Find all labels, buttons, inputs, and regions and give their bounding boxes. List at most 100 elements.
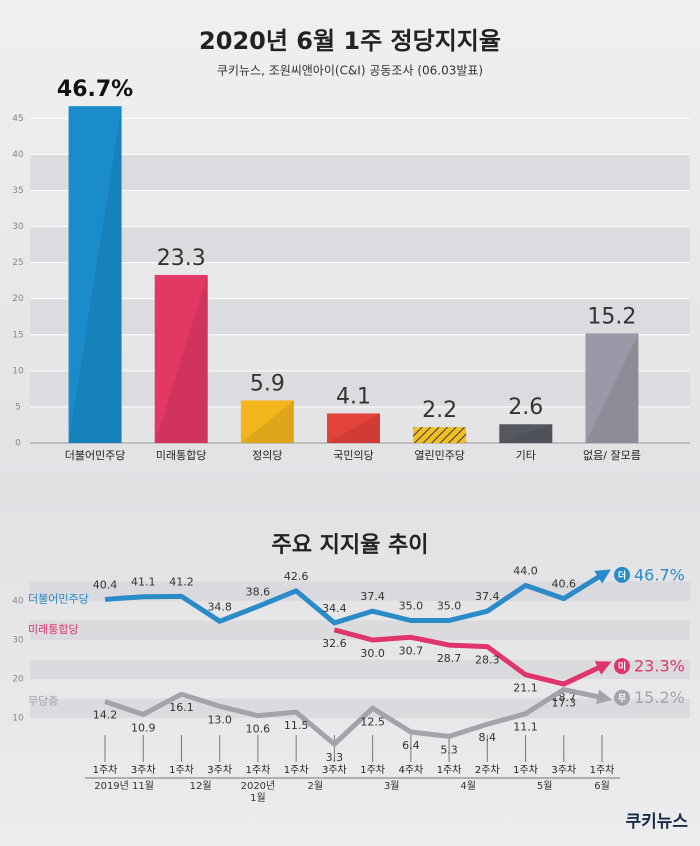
- grid-band: [30, 298, 690, 335]
- value-label: 5.3: [440, 743, 458, 756]
- line: [333, 627, 612, 687]
- value-label: 3.3: [326, 751, 344, 764]
- value-label: 10.9: [131, 721, 156, 734]
- x-tick-label: 기타: [516, 449, 536, 462]
- value-label: 13.0: [207, 713, 232, 726]
- x-tick-label: 2주차: [475, 764, 500, 776]
- value-label: 23.3: [157, 246, 206, 271]
- value-label: 41.2: [169, 575, 194, 588]
- y-tick-label: 30: [12, 222, 24, 232]
- bar-shade: [240, 400, 294, 443]
- y-tick-label: 25: [12, 258, 23, 268]
- x-tick-label: 1주차: [246, 764, 271, 776]
- y-tick-label: 5: [15, 402, 21, 412]
- chart-title: 주요 지지율 추이: [272, 533, 429, 558]
- value-label: 40.4: [93, 578, 118, 591]
- value-label: 34.4: [322, 602, 347, 615]
- x-tick-label: 열린민주당: [414, 449, 465, 462]
- x-tick-label: 국민의당: [333, 449, 373, 462]
- bar-shade: [154, 274, 208, 443]
- y-tick-label: 45: [12, 114, 23, 124]
- y-tick-label: 20: [12, 294, 24, 304]
- value-label: 16.1: [169, 701, 194, 714]
- bar-shade: [327, 413, 380, 443]
- value-label: 35.0: [437, 600, 462, 613]
- bar: [68, 106, 122, 444]
- value-label: 41.1: [131, 576, 156, 589]
- value-label: 30.0: [360, 647, 385, 660]
- value-label: 46.7%: [57, 77, 133, 102]
- bar: [327, 413, 380, 443]
- badge: [614, 658, 630, 675]
- x-tick-label: 3주차: [131, 764, 156, 776]
- value-label: 28.3: [475, 654, 500, 667]
- value-label: 14.2: [93, 709, 118, 722]
- y-tick-label: 0: [15, 439, 21, 449]
- value-label: 11.1: [513, 721, 538, 734]
- value-label: 34.8: [207, 600, 232, 613]
- x-tick-label: 1주차: [284, 764, 309, 776]
- y-tick-label: 15: [12, 330, 23, 340]
- y-tick-label: 20: [12, 675, 24, 685]
- bar: [413, 427, 467, 443]
- x-tick-label: 3주차: [551, 764, 576, 776]
- bar-shade: [499, 424, 553, 443]
- value-label: 40.6: [552, 578, 577, 591]
- value-label: 4.1: [336, 384, 371, 409]
- value-label: 11.5: [284, 719, 309, 732]
- y-tick-label: 40: [12, 597, 24, 607]
- value-label: 23.3%: [634, 657, 685, 676]
- y-tick-label: 10: [12, 366, 24, 376]
- x-tick-label: 1주차: [360, 764, 385, 776]
- badge-label: 더: [618, 569, 626, 581]
- y-tick-label: 35: [12, 186, 23, 196]
- x-tick-label: 3주차: [207, 764, 232, 776]
- x-tick-label: 없음/ 잘모름: [583, 449, 641, 462]
- bar: [585, 333, 639, 443]
- grid-band: [30, 370, 690, 407]
- x-tick-label: 1주차: [590, 764, 615, 776]
- y-tick-label: 10: [12, 714, 24, 724]
- x-tick-label: 1주차: [169, 764, 194, 776]
- value-label: 5.9: [250, 371, 285, 396]
- x-tick-label: 3주차: [322, 764, 347, 776]
- legend-label: 더불어민주당: [28, 592, 89, 605]
- value-label: 44.0: [513, 564, 538, 577]
- x-tick-label: 1주차: [93, 764, 118, 776]
- bar: [240, 400, 294, 443]
- line: [104, 569, 611, 626]
- x-tick-label: 미래통합당: [156, 449, 207, 462]
- value-label: 38.6: [246, 585, 271, 598]
- bar: [154, 274, 208, 443]
- bar: [499, 424, 553, 443]
- value-label: 8.4: [479, 731, 497, 744]
- bar-shade: [585, 333, 639, 443]
- x-group-label: 3월: [383, 781, 400, 792]
- legend-label: 미래통합당: [28, 623, 79, 636]
- x-group-label: 2월: [307, 781, 324, 792]
- x-group-label: 4월: [460, 781, 476, 792]
- y-tick-label: 30: [12, 636, 24, 646]
- value-label: 32.6: [322, 637, 347, 650]
- value-label: 2.2: [422, 398, 457, 423]
- x-group-label: 5월: [536, 781, 553, 792]
- chart-subtitle: 쿠키뉴스, 조원씨앤아이(C&I) 공동조사 (06.03발표): [217, 64, 483, 78]
- value-label: 2.6: [508, 395, 543, 420]
- legend-label: 무당층: [28, 695, 58, 708]
- logo: 쿠키뉴스: [625, 812, 688, 832]
- bar-shade: [68, 106, 122, 444]
- x-group-label: 12월: [189, 781, 212, 792]
- x-tick-label: 4주차: [398, 764, 423, 776]
- value-label: 35.0: [399, 600, 424, 613]
- value-label: 12.5: [360, 715, 385, 728]
- badge-label: 무: [618, 693, 626, 704]
- grid-band: [30, 154, 690, 191]
- value-label: 42.6: [284, 570, 309, 583]
- x-group-label: 2020년 1월: [240, 781, 276, 804]
- grid-band: [30, 620, 690, 640]
- x-tick-label: 정의당: [252, 449, 282, 462]
- grid-band: [30, 226, 690, 263]
- badge: [614, 566, 630, 583]
